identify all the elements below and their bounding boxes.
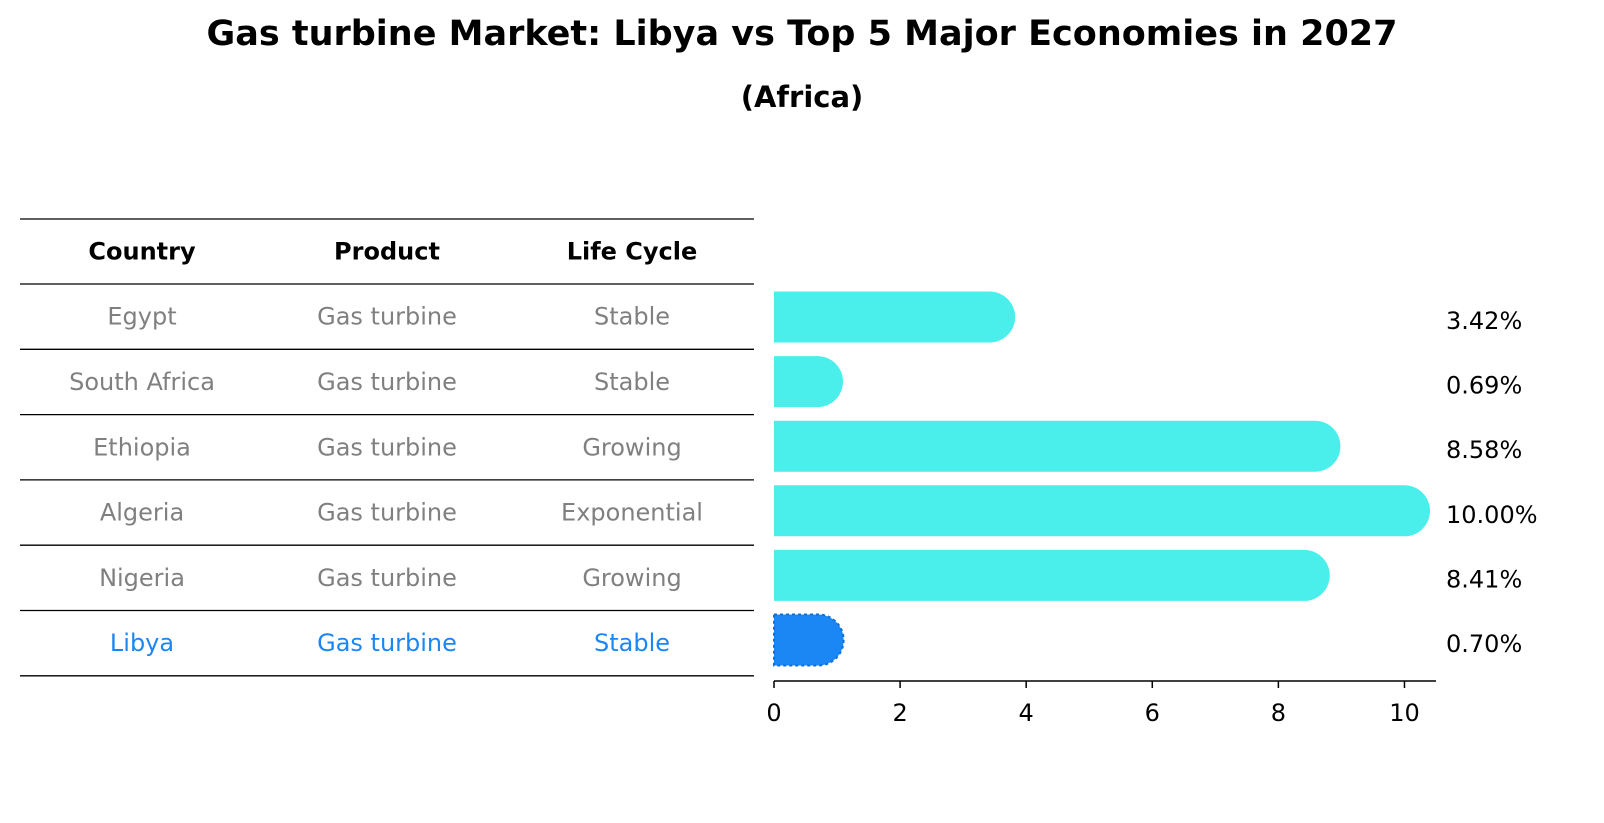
life-cycle-cell: Exponential bbox=[561, 499, 703, 527]
product-cell: Gas turbine bbox=[317, 433, 457, 461]
value-label: 0.69% bbox=[1446, 372, 1522, 400]
value-label: 3.42% bbox=[1446, 307, 1522, 335]
life-cycle-cell: Growing bbox=[582, 564, 681, 592]
chart-subtitle: (Africa) bbox=[740, 80, 864, 114]
bar bbox=[774, 549, 1330, 601]
country-cell: Libya bbox=[110, 629, 174, 657]
x-tick-label: 10 bbox=[1389, 699, 1420, 727]
country-cell: Algeria bbox=[100, 499, 184, 527]
country-cell: South Africa bbox=[69, 368, 215, 396]
country-cell: Nigeria bbox=[99, 564, 185, 592]
product-cell: Gas turbine bbox=[317, 303, 457, 331]
life-cycle-cell: Growing bbox=[582, 433, 681, 461]
x-tick-label: 6 bbox=[1145, 699, 1160, 727]
x-tick-label: 2 bbox=[892, 699, 907, 727]
chart-title: Gas turbine Market: Libya vs Top 5 Major… bbox=[206, 14, 1398, 54]
country-cell: Egypt bbox=[107, 303, 176, 331]
x-tick-label: 4 bbox=[1019, 699, 1034, 727]
value-label: 0.70% bbox=[1446, 630, 1522, 658]
product-cell: Gas turbine bbox=[317, 564, 457, 592]
country-cell: Ethiopia bbox=[93, 433, 191, 461]
product-cell: Gas turbine bbox=[317, 629, 457, 657]
x-tick-label: 0 bbox=[766, 699, 781, 727]
column-header: Life Cycle bbox=[567, 238, 698, 266]
x-tick-label: 8 bbox=[1271, 699, 1286, 727]
data-table: Country Product Life Cycle Egypt Gas turbine… bbox=[20, 218, 754, 677]
life-cycle-cell: Stable bbox=[594, 629, 670, 657]
product-cell: Gas turbine bbox=[317, 368, 457, 396]
bar bbox=[774, 420, 1341, 472]
value-label: 10.00% bbox=[1446, 501, 1538, 529]
column-header: Country bbox=[88, 238, 196, 266]
value-label: 8.41% bbox=[1446, 565, 1522, 593]
bar bbox=[774, 356, 844, 408]
column-header: Product bbox=[334, 238, 440, 266]
bar bbox=[774, 485, 1430, 537]
bar bbox=[774, 614, 844, 666]
value-label: 8.58% bbox=[1446, 436, 1522, 464]
bar-highlight-outline bbox=[773, 613, 845, 667]
product-cell: Gas turbine bbox=[317, 499, 457, 527]
life-cycle-cell: Stable bbox=[594, 303, 670, 331]
bar-chart: 3.42% 0.69% 8.58% 10.00% 8.41% 0.70% 0 2 4 6 8 10 bbox=[766, 291, 1538, 727]
life-cycle-cell: Stable bbox=[594, 368, 670, 396]
bar bbox=[774, 291, 1016, 343]
